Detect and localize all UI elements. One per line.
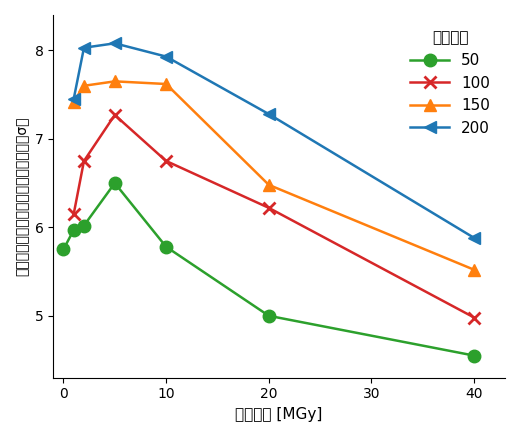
150 bbox=[112, 79, 118, 84]
150 bbox=[71, 99, 77, 104]
50 bbox=[60, 247, 67, 252]
100 bbox=[71, 212, 77, 217]
200 bbox=[81, 45, 87, 50]
Y-axis label: 硫黄原子の電子密度ピークの平均値（σ）: 硫黄原子の電子密度ピークの平均値（σ） bbox=[15, 117, 29, 276]
100 bbox=[81, 158, 87, 163]
Line: 100: 100 bbox=[68, 109, 480, 324]
200 bbox=[266, 111, 272, 117]
Line: 200: 200 bbox=[68, 37, 480, 244]
150 bbox=[163, 81, 169, 87]
Legend: 50, 100, 150, 200: 50, 100, 150, 200 bbox=[403, 23, 497, 143]
Line: 150: 150 bbox=[68, 75, 480, 276]
150 bbox=[471, 267, 477, 272]
50 bbox=[81, 223, 87, 228]
50 bbox=[471, 353, 477, 358]
150 bbox=[81, 83, 87, 88]
50 bbox=[71, 227, 77, 232]
Line: 50: 50 bbox=[57, 177, 480, 362]
200 bbox=[71, 97, 77, 102]
150 bbox=[266, 182, 272, 187]
100 bbox=[163, 158, 169, 163]
X-axis label: 吸収線量 [MGy]: 吸収線量 [MGy] bbox=[236, 407, 323, 422]
100 bbox=[471, 315, 477, 320]
100 bbox=[112, 112, 118, 118]
50 bbox=[112, 180, 118, 186]
200 bbox=[471, 235, 477, 240]
200 bbox=[112, 41, 118, 46]
50 bbox=[163, 244, 169, 250]
100 bbox=[266, 205, 272, 211]
50 bbox=[266, 313, 272, 319]
200 bbox=[163, 54, 169, 59]
